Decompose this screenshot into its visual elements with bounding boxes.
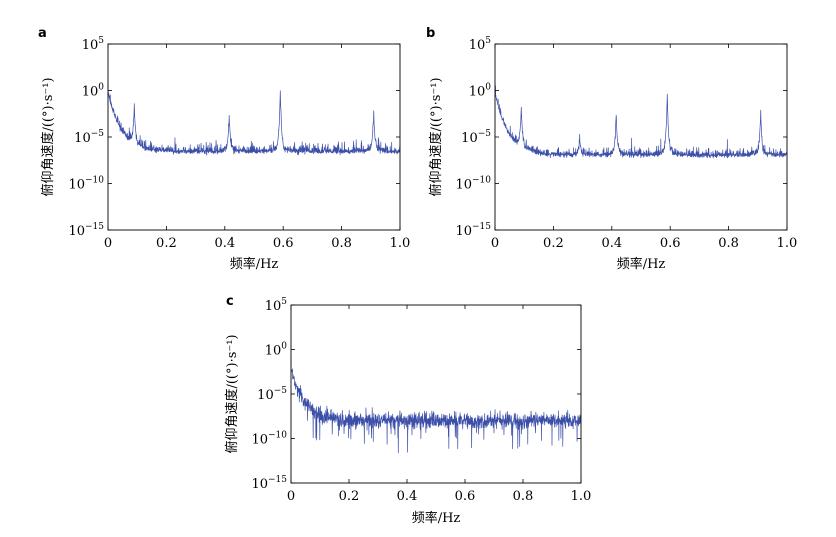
panel-b-trace: [494, 83, 788, 159]
panel-c-label: c: [226, 294, 234, 309]
panel-b-x-label: 频率/Hz: [617, 256, 666, 272]
panel-b-frame: [494, 43, 788, 231]
panel-c-y-label: 俯仰角速度/((°)·s⁻¹): [224, 334, 240, 453]
x-tick-label: 1.0: [777, 236, 798, 251]
panel-b-y-label: 俯仰角速度/((°)·s⁻¹): [428, 77, 444, 196]
y-tick-label: 105: [82, 36, 105, 53]
x-tick-label: 0.4: [214, 236, 235, 251]
panel-c-trace: [290, 358, 582, 454]
panel-c-x-ticks: 0 0.2 0.4 0.6 0.8 1.0: [287, 305, 591, 504]
x-tick-label: 0: [287, 489, 295, 504]
panel-c-y-ticks: 105 100 10−5 10−10 10−15: [251, 297, 581, 492]
panel-b-y-ticks: 105 100 10−5 10−10 10−15: [455, 36, 787, 239]
panel-b: b 0 0.2 0.4 0.6 0.8 1.0 10510010−510−1010−15 …: [426, 26, 797, 272]
x-tick-label: 0.8: [331, 236, 352, 251]
x-tick-label: 0.8: [513, 489, 534, 504]
panel-c-x-label: 频率/Hz: [412, 510, 461, 526]
y-tick-label: 10−15: [68, 222, 104, 239]
panel-a: a 0 0.2 0.4 0.6 0.8 1.0 10510010−510−1010−15 …: [38, 26, 410, 272]
x-tick-label: 0.8: [718, 236, 739, 251]
x-tick-label: 0.6: [273, 236, 294, 251]
panel-b-x-ticks: 0 0.2 0.4 0.6 0.8 1.0: [491, 44, 797, 251]
x-tick-label: 0: [104, 236, 112, 251]
y-tick-label: 10−10: [68, 176, 104, 193]
panel-a-label: a: [38, 26, 47, 41]
x-tick-label: 0.2: [156, 236, 177, 251]
x-tick-label: 0.4: [397, 489, 418, 504]
y-tick-label: 100: [82, 83, 105, 100]
panel-a-series-line: [107, 83, 401, 156]
x-tick-label: 0: [491, 236, 499, 251]
panel-c: c 0 0.2 0.4 0.6 0.8 1.0 10510010−510−1010−15 …: [224, 294, 591, 526]
y-tick-label: 10−10: [251, 431, 287, 448]
y-tick-label: 10−15: [251, 475, 287, 492]
x-tick-label: 1.0: [390, 236, 411, 251]
x-tick-label: 0.4: [601, 236, 622, 251]
x-tick-label: 0.6: [455, 489, 476, 504]
panel-a-frame: [107, 43, 401, 231]
y-tick-label: 10−5: [257, 386, 287, 403]
panel-a-x-label: 频率/Hz: [230, 256, 279, 272]
x-tick-label: 0.2: [339, 489, 360, 504]
panel-b-series-line: [494, 83, 788, 159]
x-tick-label: 1.0: [571, 489, 592, 504]
y-tick-label: 10−15: [455, 222, 491, 239]
panel-b-label: b: [426, 26, 435, 41]
x-tick-label: 0.6: [660, 236, 681, 251]
y-tick-label: 105: [469, 36, 492, 53]
x-tick-label: 0.2: [543, 236, 564, 251]
panel-a-y-ticks: 105 100 10−5 10−10 10−15: [68, 36, 400, 239]
panel-a-x-ticks: 0 0.2 0.4 0.6 0.8 1.0: [104, 44, 410, 251]
panel-c-frame: [290, 304, 582, 484]
y-tick-label: 100: [265, 342, 288, 359]
panel-c-series-line: [290, 358, 582, 454]
y-tick-label: 100: [469, 83, 492, 100]
y-tick-label: 10−10: [455, 176, 491, 193]
y-tick-label: 10−5: [461, 129, 491, 146]
y-tick-label: 10−5: [74, 129, 104, 146]
panel-a-trace: [107, 83, 401, 156]
y-tick-label: 105: [265, 297, 288, 314]
panel-a-y-label: 俯仰角速度/((°)·s⁻¹): [40, 77, 56, 196]
